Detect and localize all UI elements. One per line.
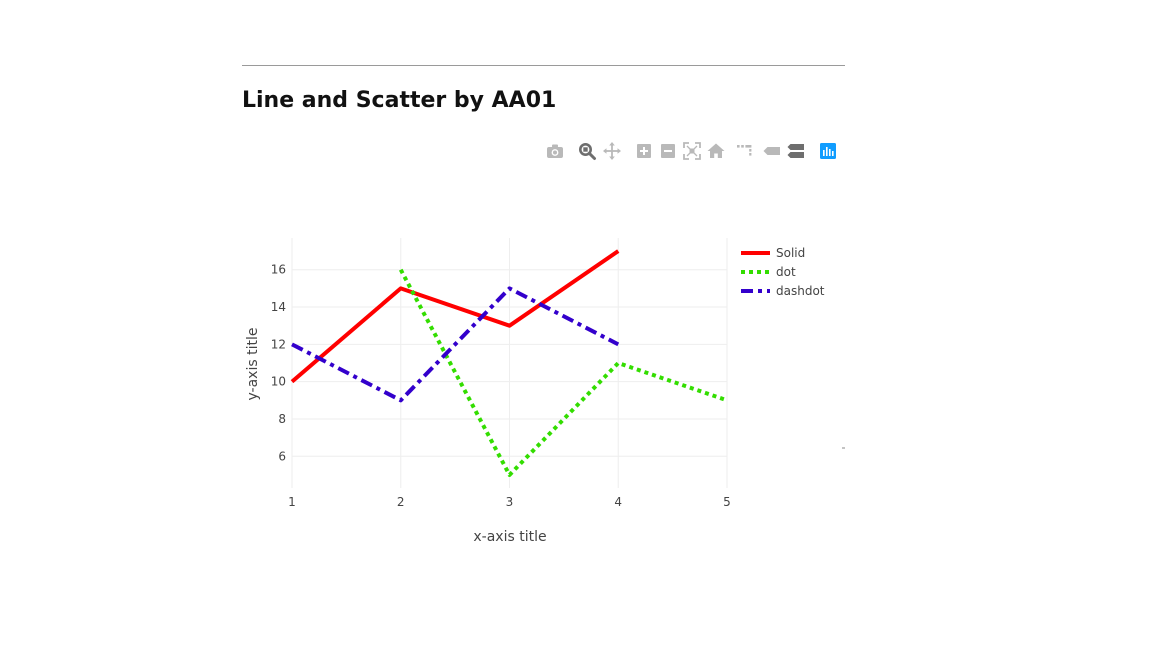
legend[interactable]: Solid dot dashdot <box>741 246 825 298</box>
y-tick-label: 8 <box>278 412 286 426</box>
zoom-in-icon[interactable] <box>634 141 654 161</box>
page-title: Line and Scatter by AA01 <box>242 88 557 113</box>
plotly-logo-icon[interactable] <box>818 141 838 161</box>
hover-compare-icon[interactable] <box>786 141 806 161</box>
reset-axes-icon[interactable] <box>706 141 726 161</box>
y-axis-title: y-axis title <box>245 328 261 401</box>
y-tick-label: 10 <box>271 375 286 389</box>
x-tick-label: 5 <box>723 495 731 509</box>
traces[interactable] <box>290 249 728 477</box>
y-tick-label: 12 <box>271 337 286 351</box>
y-tick-label: 16 <box>271 263 286 277</box>
camera-icon[interactable] <box>545 141 565 161</box>
x-tick-label: 4 <box>614 495 622 509</box>
x-tick-label: 2 <box>397 495 405 509</box>
legend-label[interactable]: Solid <box>776 246 805 260</box>
zoom-out-icon[interactable] <box>658 141 678 161</box>
pan-icon[interactable] <box>602 141 622 161</box>
series-line-solid[interactable] <box>290 249 620 384</box>
x-axis-title: x-axis title <box>473 529 546 545</box>
legend-label[interactable]: dot <box>776 265 796 279</box>
series-line-dashdot[interactable] <box>291 286 620 403</box>
spike-lines-icon[interactable] <box>735 141 755 161</box>
y-tick-label: 14 <box>271 300 286 314</box>
x-tick-label: 1 <box>288 495 296 509</box>
hover-closest-icon[interactable] <box>762 141 782 161</box>
x-tick-label: 3 <box>506 495 514 509</box>
zoom-icon[interactable] <box>577 141 597 161</box>
divider <box>242 65 845 66</box>
x-axis-ticks: 1 2 3 4 5 <box>288 495 731 509</box>
series-line-dot[interactable] <box>398 268 728 477</box>
gridlines <box>291 238 728 488</box>
y-axis-ticks: 6 8 10 12 14 16 <box>271 263 286 464</box>
legend-label[interactable]: dashdot <box>776 284 825 298</box>
autoscale-icon[interactable] <box>682 141 702 161</box>
y-tick-label: 6 <box>278 449 286 463</box>
